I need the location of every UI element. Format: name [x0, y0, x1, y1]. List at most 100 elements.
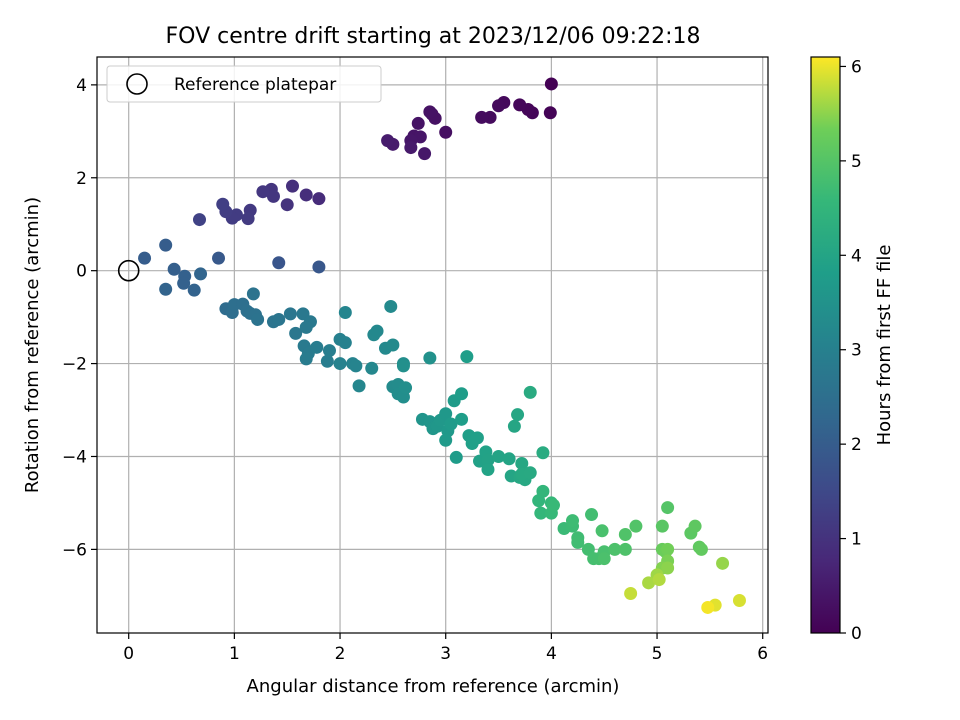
data-point [444, 417, 458, 431]
data-point [386, 338, 400, 352]
data-point [481, 462, 495, 476]
data-point [349, 359, 363, 373]
data-point [299, 320, 313, 334]
y-tick-label: 2 [76, 169, 87, 189]
colorbar-tick-label: 2 [851, 435, 862, 455]
data-point [216, 197, 230, 211]
data-point [192, 213, 206, 227]
data-point [597, 552, 611, 566]
data-point [299, 188, 313, 202]
data-point [370, 324, 384, 338]
chart-title: FOV centre drift starting at 2023/12/06 … [166, 24, 701, 49]
legend-entry-reference-platepar: Reference platepar [174, 75, 336, 95]
data-point [481, 453, 495, 467]
data-point [502, 452, 516, 466]
data-point [515, 456, 529, 470]
x-tick-label: 1 [229, 644, 240, 664]
data-points [138, 77, 746, 614]
data-point [266, 189, 280, 203]
x-axis: 0 1 2 3 4 5 6 [123, 633, 768, 664]
data-point [732, 593, 746, 607]
data-point [701, 600, 715, 614]
data-point [460, 350, 474, 364]
x-tick-label: 2 [335, 644, 346, 664]
data-point [523, 466, 537, 480]
data-point [534, 506, 548, 520]
plot-frame [96, 56, 769, 634]
data-point [365, 361, 379, 375]
data-point [404, 141, 418, 155]
data-point [536, 484, 550, 498]
data-point [256, 185, 270, 199]
data-point [618, 528, 632, 542]
data-point [333, 357, 347, 371]
data-point [642, 576, 656, 590]
data-point [212, 251, 226, 265]
data-point [475, 110, 489, 124]
data-point [177, 276, 191, 290]
data-point [543, 106, 557, 120]
legend-marker-reference-platepar [126, 73, 148, 95]
data-point [272, 256, 286, 270]
data-point [546, 498, 560, 512]
x-tick-label: 6 [757, 644, 768, 664]
x-tick-label: 4 [546, 644, 557, 664]
data-point [338, 305, 352, 319]
data-point [661, 561, 675, 575]
data-point [694, 542, 708, 556]
colorbar-tick-label: 0 [851, 624, 862, 644]
data-point [352, 379, 366, 393]
data-point [507, 419, 521, 433]
data-point [423, 105, 437, 119]
colorbar-gradient [810, 56, 841, 634]
data-point [661, 501, 675, 515]
data-point [595, 524, 609, 538]
x-tick-label: 3 [440, 644, 451, 664]
data-point [536, 446, 550, 460]
data-point [652, 573, 666, 587]
data-point [399, 381, 413, 395]
data-point [439, 125, 453, 139]
data-point [381, 134, 395, 148]
legend: Reference platepar [106, 65, 382, 103]
data-point [338, 336, 352, 350]
data-point [272, 312, 286, 326]
y-tick-label: −2 [62, 355, 87, 375]
data-point [655, 519, 669, 533]
data-point [299, 352, 313, 366]
data-point [138, 251, 152, 265]
data-point [283, 307, 297, 321]
data-point [470, 431, 484, 445]
data-point [280, 198, 294, 212]
x-axis-label: Angular distance from reference (arcmin) [247, 676, 620, 697]
colorbar-label: Hours from first FF file [874, 245, 895, 446]
data-point [608, 542, 622, 556]
data-point [384, 299, 398, 313]
data-point [246, 287, 260, 301]
reference-platepar-marker [117, 259, 140, 282]
y-tick-label: −6 [62, 540, 87, 560]
data-point [312, 260, 326, 274]
data-point [439, 433, 453, 447]
data-point [251, 312, 265, 326]
colorbar-tick-label: 5 [851, 152, 862, 172]
data-point [423, 351, 437, 365]
data-point [194, 267, 208, 281]
data-point [661, 542, 675, 556]
data-point [241, 212, 255, 226]
data-point [411, 116, 425, 130]
data-point [320, 354, 334, 368]
data-point [513, 98, 527, 112]
colorbar-ticks: 0 1 2 3 4 5 6 [840, 57, 862, 644]
data-point [455, 412, 469, 426]
data-point [492, 99, 506, 113]
data-point [492, 449, 506, 463]
data-point [285, 179, 299, 193]
data-point [167, 262, 181, 276]
data-point [322, 344, 336, 358]
colorbar-tick-label: 1 [851, 530, 862, 550]
data-point [618, 542, 632, 556]
legend-box [106, 65, 382, 103]
data-point [449, 450, 463, 464]
